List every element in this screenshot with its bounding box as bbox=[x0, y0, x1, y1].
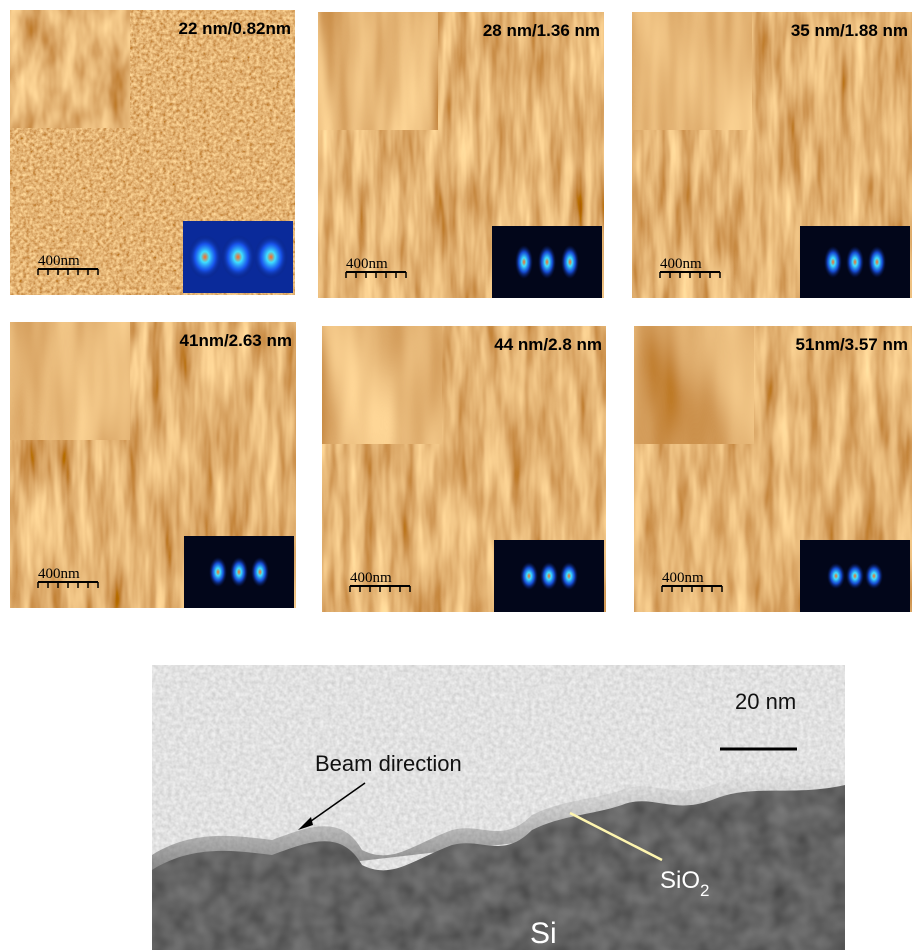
scale-label: 400nm bbox=[660, 256, 702, 272]
fft-inset bbox=[184, 536, 294, 608]
fft-inset bbox=[800, 540, 910, 612]
tem-image: 20 nm Beam direction SiO2 Si bbox=[152, 665, 845, 950]
scale-label: 400nm bbox=[346, 256, 388, 272]
afm-panel: 51nm/3.57 nm 400nm bbox=[634, 326, 912, 612]
zoom-inset bbox=[634, 326, 754, 444]
afm-panel: 22 nm/0.82nm 400nm bbox=[10, 10, 295, 295]
afm-panel: 44 nm/2.8 nm 400nm bbox=[322, 326, 606, 612]
zoom-inset bbox=[10, 10, 130, 128]
figure: 20 nm Beam direction SiO2 Si 22 nm/0.82n… bbox=[0, 0, 912, 950]
afm-panel: 35 nm/1.88 nm 400nm bbox=[632, 12, 912, 298]
substrate-label: Si bbox=[530, 917, 557, 950]
scale-label: 400nm bbox=[662, 570, 704, 586]
panel-label: 41nm/2.63 nm bbox=[180, 331, 292, 350]
panel-label: 22 nm/0.82nm bbox=[179, 19, 291, 38]
scale-label: 400nm bbox=[350, 570, 392, 586]
afm-panel: 41nm/2.63 nm 400nm bbox=[10, 322, 296, 608]
zoom-inset bbox=[318, 12, 438, 130]
scale-label: 20 nm bbox=[735, 689, 796, 714]
zoom-inset bbox=[632, 12, 752, 130]
scale-label: 400nm bbox=[38, 253, 80, 269]
oxide-text: SiO bbox=[660, 867, 700, 894]
fft-inset bbox=[492, 226, 602, 298]
panel-label: 28 nm/1.36 nm bbox=[483, 21, 600, 40]
scale-label: 400nm bbox=[38, 566, 80, 582]
fft-inset bbox=[183, 221, 293, 293]
oxide-subscript: 2 bbox=[700, 881, 709, 900]
arrow-label: Beam direction bbox=[315, 751, 462, 776]
zoom-inset bbox=[322, 326, 442, 444]
panel-label: 44 nm/2.8 nm bbox=[494, 335, 602, 354]
fft-inset bbox=[494, 540, 604, 612]
afm-panel: 28 nm/1.36 nm 400nm bbox=[318, 12, 604, 298]
panel-label: 35 nm/1.88 nm bbox=[791, 21, 908, 40]
zoom-inset bbox=[10, 322, 130, 440]
panel-label: 51nm/3.57 nm bbox=[796, 335, 908, 354]
fft-inset bbox=[800, 226, 910, 298]
